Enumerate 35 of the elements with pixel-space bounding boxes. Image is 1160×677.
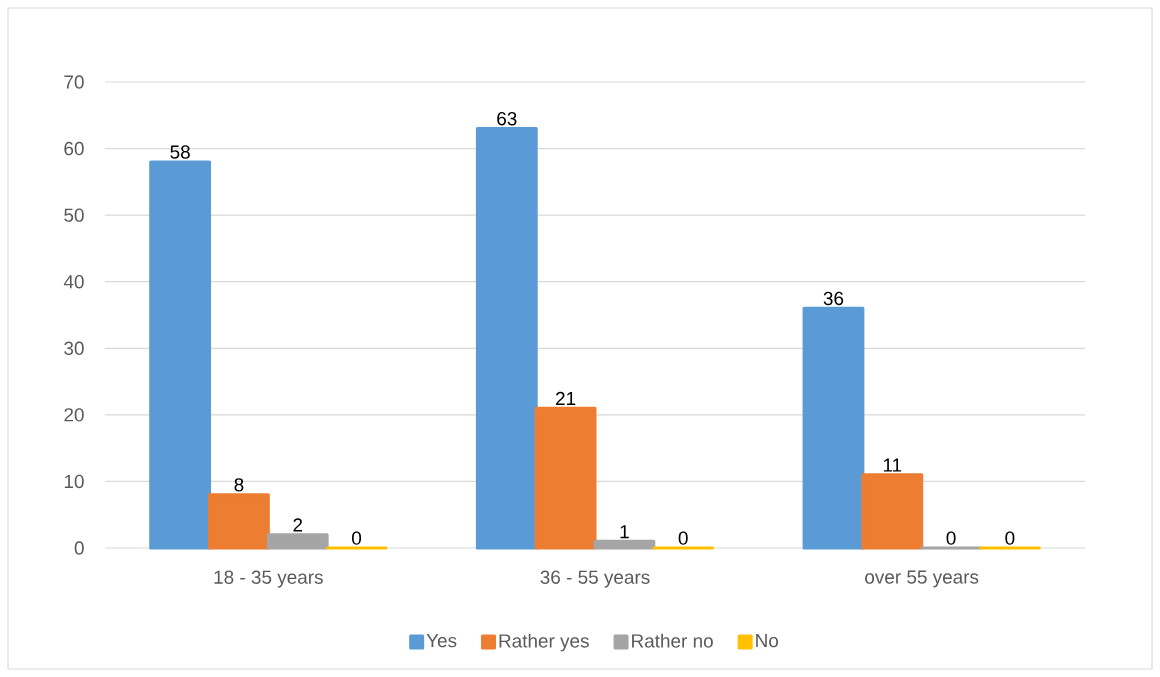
legend-label: No [756, 634, 779, 648]
y-tick-label: 50 [64, 208, 84, 222]
data-label: 58 [170, 145, 190, 159]
legend-label: Rather yes [499, 633, 589, 652]
data-label: 11 [883, 458, 902, 472]
bar [475, 127, 538, 550]
data-label: 21 [556, 391, 576, 405]
bar [149, 160, 212, 550]
x-tick-label: over 55 years [865, 570, 979, 588]
y-tick-label: 20 [64, 408, 84, 422]
data-label: 0 [946, 531, 956, 545]
bar [266, 533, 329, 550]
y-tick-label: 70 [64, 75, 84, 89]
data-label: 1 [620, 525, 629, 539]
y-tick-label: 40 [63, 275, 84, 289]
bar [861, 473, 924, 550]
data-label: 8 [234, 478, 244, 492]
y-tick-label: 0 [74, 541, 84, 555]
data-label: 63 [497, 112, 517, 126]
x-tick-label: 36 - 55 years [540, 570, 650, 588]
bar [802, 306, 865, 550]
data-label: 0 [678, 531, 688, 545]
data-label: 0 [1005, 531, 1015, 545]
bar [208, 493, 270, 550]
y-tick-label: 10 [64, 474, 84, 489]
data-label: 2 [293, 518, 303, 532]
data-label: 0 [352, 531, 362, 545]
bar [534, 406, 597, 550]
bar [593, 539, 656, 550]
y-tick-label: 30 [64, 341, 84, 355]
x-tick-label: 18 - 35 years [214, 570, 323, 588]
data-label: 36 [823, 291, 844, 306]
legend-label: Rather no [632, 633, 713, 648]
legend-label: Yes [426, 634, 457, 648]
y-tick-label: 60 [64, 141, 84, 156]
